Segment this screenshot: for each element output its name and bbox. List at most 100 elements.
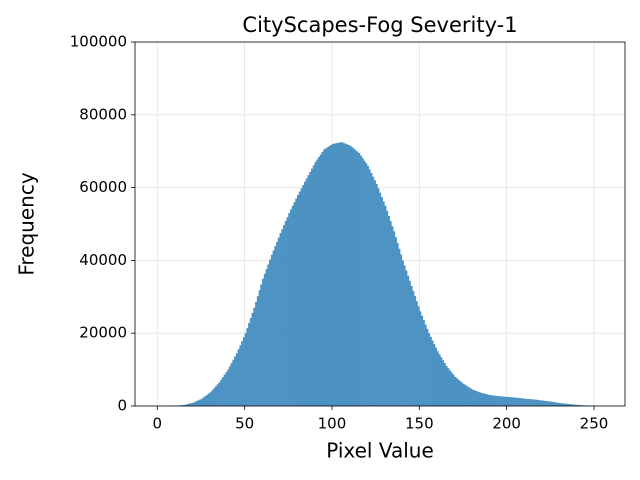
bar <box>363 160 366 406</box>
bar <box>202 397 205 406</box>
bar <box>265 269 268 406</box>
bar <box>293 202 296 406</box>
x-tick-label: 50 <box>235 415 254 433</box>
bar <box>454 376 457 406</box>
bar <box>476 391 479 406</box>
bar <box>466 386 469 406</box>
bar <box>323 149 326 406</box>
bar <box>370 173 373 406</box>
bar <box>557 402 560 406</box>
bar <box>475 390 478 406</box>
bar <box>223 374 226 406</box>
bar <box>351 147 354 407</box>
bar <box>422 320 425 406</box>
bar <box>433 344 436 406</box>
bar <box>482 393 485 406</box>
bar <box>186 404 190 406</box>
bar <box>263 273 266 406</box>
bar <box>314 162 317 406</box>
bar <box>279 233 282 406</box>
ticks: 0 20000 40000 60000 80000 100000 0 50 100 150 200 2… <box>70 33 609 433</box>
bar <box>450 372 453 406</box>
bar <box>435 347 438 406</box>
bar <box>497 396 500 406</box>
bar <box>319 154 322 406</box>
bar <box>559 403 562 406</box>
bar <box>393 231 396 406</box>
x-tick-label: 0 <box>152 415 162 433</box>
bar <box>358 153 361 406</box>
bar <box>356 151 359 406</box>
bar <box>193 401 197 406</box>
bar <box>532 399 535 406</box>
bar <box>564 403 567 406</box>
bar <box>204 396 207 406</box>
bar <box>394 237 397 406</box>
bar <box>398 248 401 406</box>
bar <box>199 399 202 406</box>
bar <box>298 191 301 406</box>
bar <box>244 333 247 406</box>
bar <box>309 171 312 406</box>
bar <box>211 390 214 406</box>
bar <box>249 317 252 406</box>
bar <box>421 315 424 406</box>
bar <box>274 246 277 406</box>
bar <box>342 142 345 406</box>
bar <box>372 176 375 406</box>
x-tick-label: 150 <box>405 415 434 433</box>
bar <box>531 399 534 406</box>
bar <box>304 181 307 406</box>
bar <box>344 143 347 406</box>
bar <box>569 404 572 406</box>
bar <box>492 395 495 406</box>
bar <box>490 395 493 406</box>
y-axis-label: Frequency <box>15 172 39 275</box>
bar <box>496 395 499 406</box>
bar <box>525 398 528 406</box>
bar <box>183 404 186 406</box>
bar <box>524 398 527 406</box>
bar <box>333 143 336 406</box>
bar <box>436 351 439 406</box>
bar <box>407 275 410 406</box>
bar <box>321 151 324 406</box>
bar <box>573 404 576 406</box>
bar <box>401 260 404 406</box>
bar <box>580 405 583 406</box>
bar <box>221 377 224 406</box>
bar <box>349 145 352 407</box>
bar <box>548 401 551 406</box>
bar <box>541 400 544 406</box>
bar <box>253 307 256 406</box>
y-tick-label: 0 <box>117 397 127 415</box>
bar <box>455 378 459 406</box>
bar <box>326 147 329 407</box>
bar <box>200 398 203 406</box>
bar <box>375 183 378 406</box>
bar <box>452 374 455 406</box>
bar <box>511 397 514 406</box>
bar <box>365 163 368 406</box>
bar <box>384 205 387 406</box>
bar <box>471 389 474 406</box>
bar <box>506 396 509 406</box>
bar <box>337 142 340 406</box>
bar <box>447 368 450 406</box>
bar <box>305 178 308 406</box>
bar <box>269 259 272 406</box>
bar <box>270 254 273 406</box>
bar <box>197 400 200 406</box>
bar <box>449 370 452 406</box>
bar <box>410 285 413 406</box>
bar <box>379 192 382 406</box>
bar <box>562 403 565 406</box>
bar <box>276 241 279 406</box>
bar <box>403 265 406 406</box>
bar <box>209 392 212 406</box>
bar <box>225 372 228 406</box>
bar <box>251 312 254 406</box>
bar <box>567 403 570 406</box>
bar <box>234 356 237 406</box>
bar <box>382 201 385 406</box>
